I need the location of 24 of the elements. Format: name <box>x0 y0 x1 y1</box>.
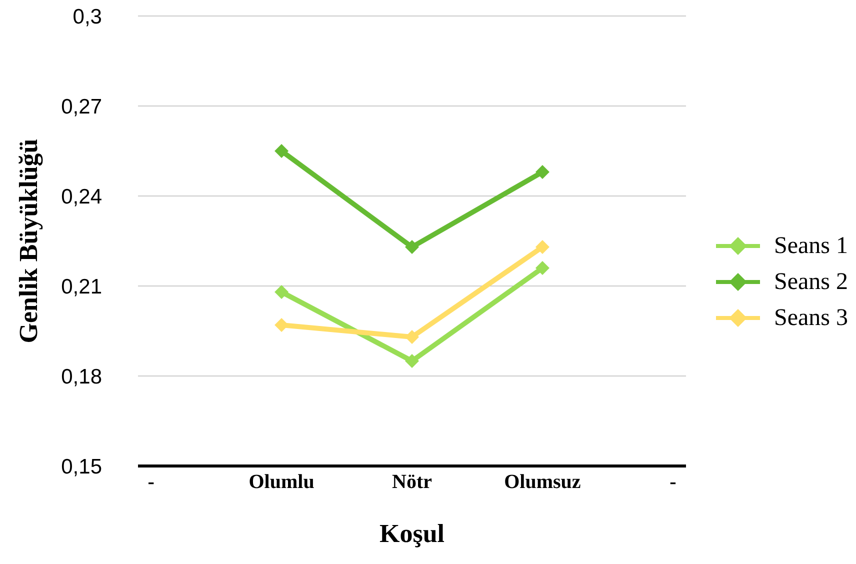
point <box>535 261 550 275</box>
legend-label: Seans 2 <box>774 268 848 296</box>
x-tick-label: - <box>670 471 676 494</box>
point <box>405 240 419 254</box>
legend-label: Seans 1 <box>774 232 848 260</box>
x-tick-label: - <box>148 471 154 494</box>
point <box>274 285 289 299</box>
x-tick-label: Olumlu <box>248 471 314 494</box>
y-tick-label: 0,24 <box>61 185 102 208</box>
x-axis-title: Koşul <box>379 519 445 548</box>
point <box>535 240 550 254</box>
point <box>405 330 419 344</box>
x-tick-label: Nötr <box>392 471 432 494</box>
y-tick-label: 0,15 <box>61 455 102 478</box>
y-axis-title: Genlik Büyüklüğü <box>14 138 44 344</box>
y-tick-label: 0,18 <box>61 365 102 388</box>
point <box>274 144 289 158</box>
x-tick-label: Olumsuz <box>504 471 581 494</box>
point <box>535 165 550 179</box>
y-tick-label: 0,3 <box>72 5 102 28</box>
y-tick-label: 0,27 <box>61 95 102 118</box>
legend-label: Seans 3 <box>774 304 848 332</box>
y-tick-label: 0,21 <box>61 275 102 298</box>
point <box>405 354 419 368</box>
